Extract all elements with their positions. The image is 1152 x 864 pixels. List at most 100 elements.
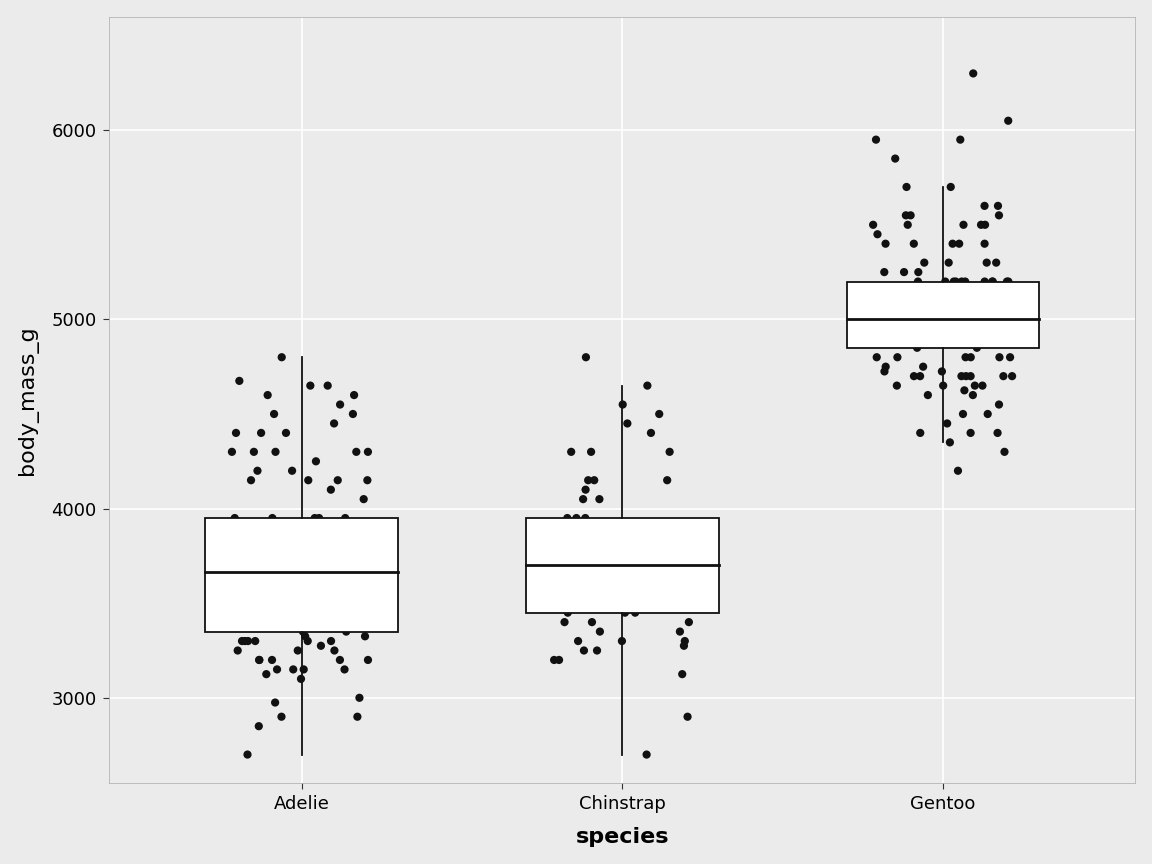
Point — [356, 539, 374, 553]
Point — [296, 539, 314, 553]
Point — [877, 294, 895, 308]
Point — [613, 634, 631, 648]
Point — [973, 378, 992, 392]
Point — [896, 208, 915, 222]
Point — [616, 606, 635, 619]
Point — [976, 218, 994, 232]
Point — [864, 313, 882, 327]
Point — [267, 663, 286, 677]
Point — [984, 313, 1002, 327]
Point — [916, 313, 934, 327]
Point — [562, 445, 581, 459]
Point — [266, 596, 285, 610]
Point — [237, 539, 256, 553]
Point — [358, 445, 377, 459]
Point — [977, 332, 995, 346]
Point — [904, 369, 923, 383]
Point — [619, 521, 637, 535]
Point — [226, 511, 244, 525]
Point — [233, 530, 251, 544]
Point — [276, 426, 295, 440]
Point — [953, 313, 971, 327]
Point — [953, 275, 971, 289]
Point — [995, 445, 1014, 459]
Point — [881, 313, 900, 327]
Point — [238, 747, 257, 761]
Point — [945, 313, 963, 327]
Point — [915, 256, 933, 270]
Point — [312, 638, 331, 652]
Point — [230, 374, 249, 388]
Point — [945, 275, 963, 289]
Point — [310, 511, 328, 525]
Point — [353, 587, 371, 600]
Point — [244, 573, 263, 587]
Point — [979, 322, 998, 336]
Point — [987, 256, 1006, 270]
Point — [248, 606, 266, 619]
Point — [658, 473, 676, 487]
Point — [990, 397, 1008, 411]
Point — [938, 332, 956, 346]
Point — [225, 558, 243, 572]
Point — [666, 516, 684, 530]
Point — [1003, 369, 1022, 383]
Point — [263, 615, 281, 629]
Point — [576, 511, 594, 525]
Point — [978, 256, 996, 270]
Point — [614, 397, 632, 411]
Point — [1000, 322, 1018, 336]
Point — [941, 435, 960, 449]
Point — [961, 294, 979, 308]
Point — [682, 530, 700, 544]
Point — [867, 350, 886, 364]
Point — [962, 350, 980, 364]
Point — [871, 313, 889, 327]
Point — [295, 663, 313, 677]
Point — [1001, 350, 1020, 364]
Point — [311, 615, 329, 629]
Point — [962, 426, 980, 440]
Point — [563, 577, 582, 591]
Point — [908, 341, 926, 355]
Point — [588, 554, 606, 568]
Point — [864, 218, 882, 232]
Point — [976, 275, 994, 289]
Point — [547, 539, 566, 553]
Point — [965, 332, 984, 346]
Point — [602, 549, 621, 562]
Point — [567, 511, 585, 525]
Point — [965, 294, 984, 308]
Point — [940, 313, 958, 327]
Point — [263, 511, 281, 525]
Point — [882, 332, 901, 346]
Point — [615, 577, 634, 591]
Point — [914, 359, 932, 373]
Point — [897, 180, 916, 194]
Point — [344, 388, 363, 402]
Point — [548, 558, 567, 572]
Point — [937, 275, 955, 289]
Point — [544, 539, 562, 553]
Point — [920, 313, 939, 327]
Point — [904, 237, 923, 251]
Point — [995, 313, 1014, 327]
Point — [230, 587, 249, 600]
Point — [983, 275, 1001, 289]
Point — [560, 582, 578, 596]
Point — [247, 634, 265, 648]
Point — [309, 577, 327, 591]
Point — [356, 629, 374, 643]
Point — [280, 516, 298, 530]
Point — [680, 615, 698, 629]
Point — [990, 332, 1008, 346]
Point — [583, 615, 601, 629]
Point — [964, 67, 983, 80]
Point — [911, 426, 930, 440]
Point — [244, 445, 263, 459]
Point — [228, 549, 247, 562]
Point — [331, 521, 349, 535]
Point — [274, 539, 293, 553]
Point — [982, 303, 1000, 317]
Point — [937, 313, 955, 327]
